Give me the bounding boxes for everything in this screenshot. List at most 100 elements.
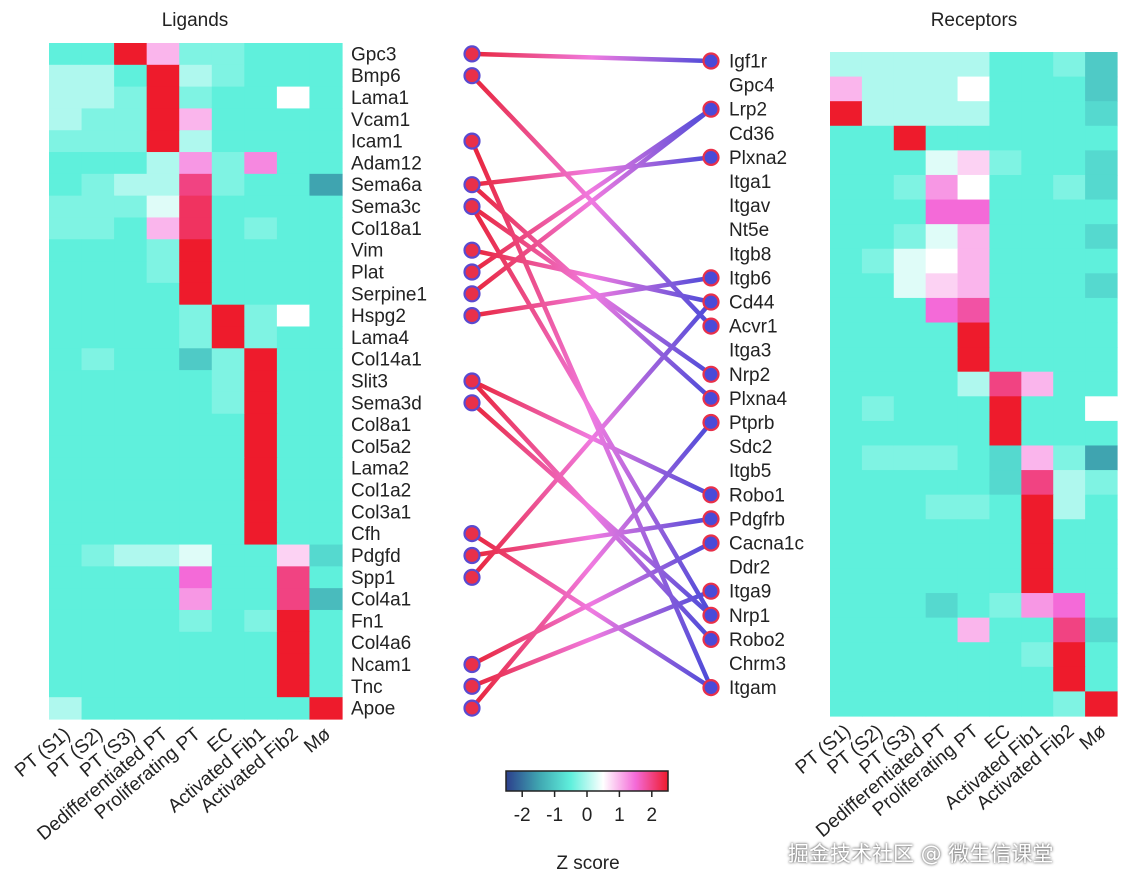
receptor-label: Gpc4 <box>729 76 775 97</box>
ligand-heatmap-cell <box>309 173 343 197</box>
receptor-label: Igf1r <box>729 52 768 73</box>
ligand-heatmap-cell <box>114 653 148 676</box>
ligand-heatmap-cell <box>276 130 311 153</box>
receptor-heatmap-cell <box>830 691 863 717</box>
ligand-heatmap-cell <box>179 86 213 110</box>
ligand-heatmap-cell <box>146 239 180 262</box>
receptor-heatmap-cell <box>830 642 863 668</box>
receptor-heatmap-cell <box>1053 273 1086 299</box>
colorbar-tick-label: -1 <box>546 805 563 826</box>
receptor-heatmap-cell <box>893 322 927 348</box>
receptor-heatmap-cell <box>1085 347 1118 373</box>
receptor-heatmap-cell <box>957 543 991 570</box>
receptor-heatmap-cell <box>830 125 863 151</box>
ligand-heatmap-cell <box>244 108 278 131</box>
receptor-heatmap-cell <box>1085 371 1118 397</box>
ligand-heatmap-cell <box>81 609 115 633</box>
receptor-heatmap-cell <box>1021 174 1054 201</box>
ligand-heatmap-cell <box>114 152 148 175</box>
receptor-heatmap-cell <box>925 322 959 348</box>
receptor-heatmap-cell <box>957 470 991 496</box>
ligand-heatmap-cell <box>81 282 115 306</box>
ligand-label: Lama1 <box>351 88 409 109</box>
ligand-heatmap-cell <box>179 631 213 655</box>
ligand-column-labels: PT (S1)PT (S2)PT (S3)Dedifferentiated PT… <box>11 723 335 844</box>
link-line <box>469 299 714 580</box>
ligand-heatmap-cell <box>114 326 148 349</box>
receptor-heatmap-cell <box>1053 125 1086 151</box>
receptor-heatmap-cell <box>925 494 959 520</box>
ligand-heatmap-cell <box>244 631 278 655</box>
ligand-heatmap-cell <box>211 653 245 676</box>
ligand-heatmap-cell <box>309 282 343 306</box>
ligand-heatmap-cell <box>244 152 278 175</box>
receptor-heatmap-cell <box>989 199 1022 225</box>
ligand-label: Sema3c <box>351 197 421 218</box>
receptor-heatmap-cell <box>957 224 991 250</box>
ligand-heatmap-cell <box>114 588 148 611</box>
ligand-heatmap-cell <box>49 413 83 437</box>
receptor-heatmap-cell <box>957 371 991 397</box>
receptor-heatmap-cell <box>989 494 1022 520</box>
ligand-heatmap-cell <box>211 435 245 458</box>
receptor-heatmap-cell <box>1053 617 1086 643</box>
ligand-heatmap-cell <box>211 326 245 349</box>
receptor-heatmap-cell <box>1021 494 1054 520</box>
ligand-heatmap-cell <box>244 217 278 240</box>
ligand-heatmap-cell <box>244 457 278 480</box>
receptor-label: Plxna4 <box>729 389 788 410</box>
receptor-label: Acvr1 <box>729 317 778 338</box>
ligand-heatmap-cell <box>81 108 115 131</box>
ligand-label: Spp1 <box>351 568 395 589</box>
ligand-heatmap-cell <box>276 457 311 480</box>
ligand-heatmap-cell <box>179 566 213 589</box>
ligand-heatmap-cell <box>81 64 115 88</box>
ligand-heatmap-cell <box>81 675 115 698</box>
ligand-heatmap-cell <box>244 304 278 328</box>
receptor-label: Sdc2 <box>729 437 772 458</box>
ligand-heatmap-cell <box>179 108 213 131</box>
link-line <box>469 155 714 187</box>
ligand-heatmap-cell <box>179 152 213 175</box>
receptor-heatmap-cell <box>1085 396 1118 422</box>
ligand-heatmap-cell <box>244 239 278 262</box>
ligand-heatmap-cell <box>211 457 245 480</box>
receptor-heatmap-cell <box>989 174 1022 201</box>
column-label: Mø <box>300 723 335 757</box>
ligand-heatmap-cell <box>114 479 148 502</box>
receptor-label: Itga9 <box>729 582 771 603</box>
receptor-heatmap-cell <box>1021 617 1054 643</box>
receptor-heatmap-cell <box>1053 52 1086 78</box>
ligand-heatmap-cell <box>309 348 343 371</box>
receptor-heatmap-cell <box>1053 396 1086 422</box>
receptor-label: Nt5e <box>729 220 769 241</box>
ligand-heatmap-cell <box>49 609 83 633</box>
receptor-heatmap-cell <box>861 224 895 250</box>
receptor-heatmap-cell <box>925 691 959 717</box>
ligand-heatmap-cell <box>49 653 83 676</box>
ligand-heatmap-cell <box>146 457 180 480</box>
receptor-heatmap-cell <box>1085 445 1118 471</box>
receptor-heatmap-cell <box>1053 445 1086 471</box>
ligand-heatmap-cell <box>49 391 83 415</box>
receptor-heatmap-cell <box>925 273 959 299</box>
link-line <box>469 540 714 667</box>
ligand-heatmap-cell <box>81 348 115 371</box>
ligand-heatmap-cell <box>146 43 180 66</box>
receptor-heatmap-cell <box>989 691 1022 717</box>
colorbar-gradient <box>505 770 669 792</box>
ligand-heatmap-cell <box>114 282 148 306</box>
receptor-heatmap-cell <box>1053 666 1086 692</box>
receptor-heatmap-cell <box>893 568 927 594</box>
receptor-heatmap-cell <box>989 297 1022 324</box>
receptor-heatmap-cell <box>957 248 991 274</box>
receptor-heatmap-cell <box>1021 52 1054 78</box>
ligand-heatmap-cell <box>146 173 180 197</box>
receptor-heatmap-cell <box>1053 543 1086 570</box>
ligand-heatmap-cell <box>276 544 311 567</box>
ligand-heatmap-cell <box>114 64 148 88</box>
receptor-heatmap-cell <box>861 174 895 201</box>
receptor-label: Robo2 <box>729 630 785 651</box>
receptor-label: Itgb8 <box>729 244 771 265</box>
ligand-heatmap-cell <box>81 631 115 655</box>
